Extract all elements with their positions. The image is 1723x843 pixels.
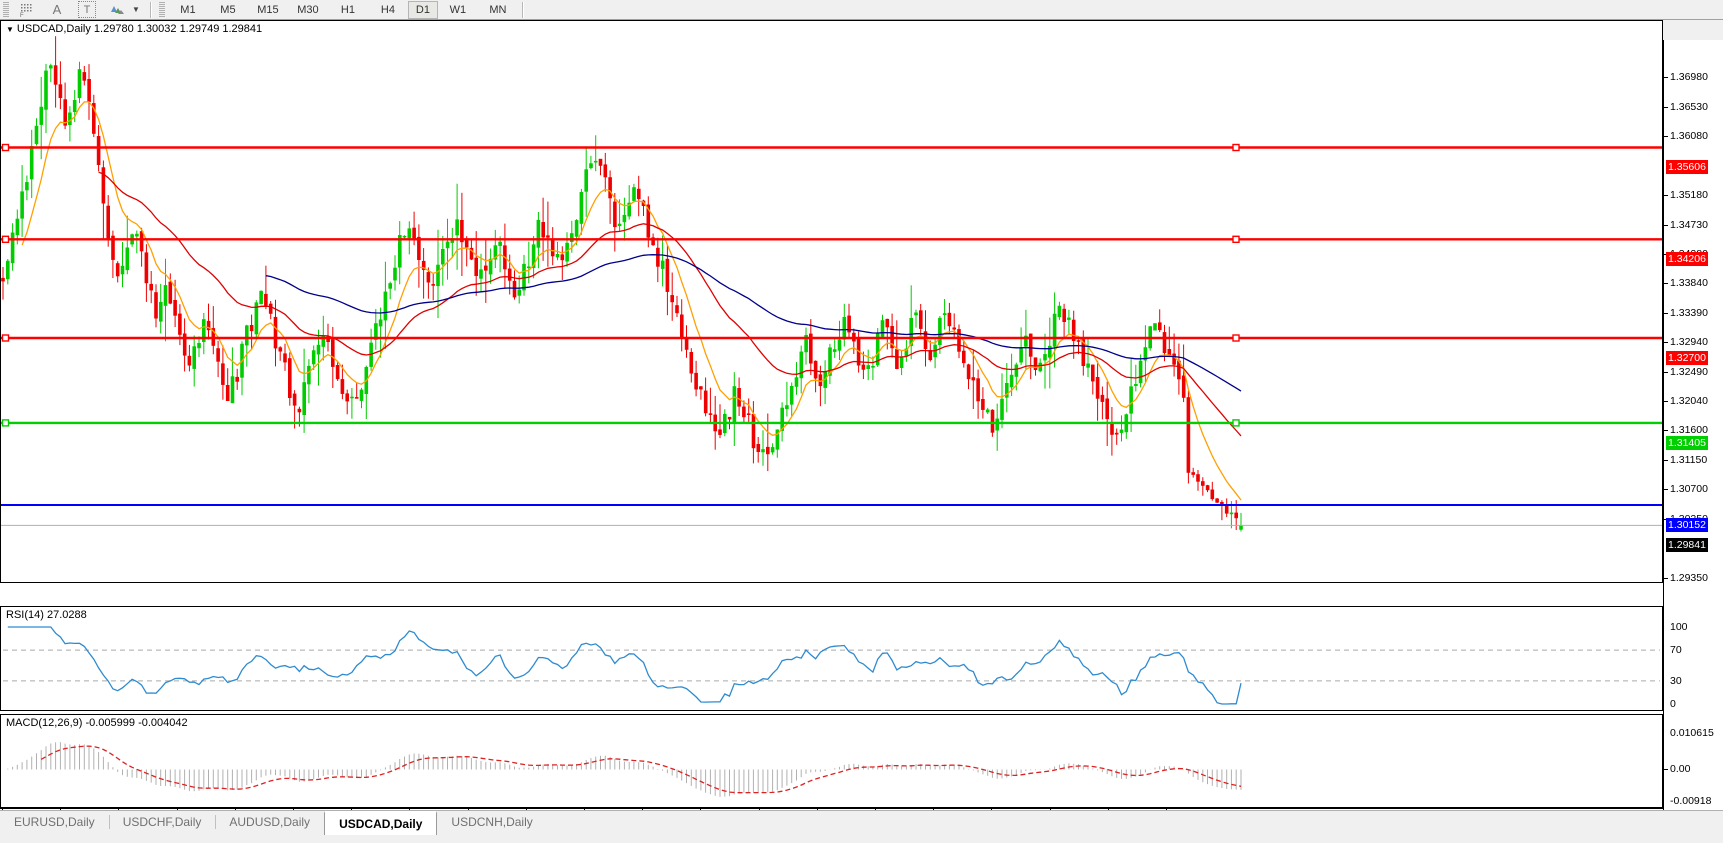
price-tick — [1664, 371, 1668, 373]
timeframe-m1[interactable]: M1 — [180, 3, 196, 16]
macd-label: MACD(12,26,9) -0.005999 -0.004042 — [6, 717, 188, 729]
price-badge-resistance-1[interactable]: 1.35606 — [1666, 160, 1708, 175]
price-badge-bid-line[interactable]: 1.30152 — [1666, 518, 1708, 533]
indicators-icon[interactable] — [102, 0, 132, 19]
price-tick-label: 1.31600 — [1670, 424, 1708, 437]
timeframe-m15[interactable]: M15 — [257, 3, 279, 16]
symbol-header: ▼ USDCAD,Daily 1.29780 1.30032 1.29749 1.… — [6, 23, 262, 35]
toolbar-separator — [149, 1, 152, 18]
price-tick-label: 1.31150 — [1670, 453, 1708, 466]
macd-chart-canvas[interactable] — [1, 715, 1662, 807]
price-tick-label: 1.32040 — [1670, 395, 1708, 408]
price-badge-last-price[interactable]: 1.29841 — [1666, 538, 1708, 553]
crosshair-icon[interactable]: F — [12, 0, 42, 19]
price-tick — [1664, 106, 1668, 108]
macd-tick-label: 0.00 — [1670, 763, 1691, 776]
price-tick — [1664, 430, 1668, 432]
timeframe-mn[interactable]: MN — [489, 3, 507, 16]
collapse-icon[interactable]: ▼ — [6, 25, 14, 34]
rsi-pane[interactable]: RSI(14) 27.0288 — [0, 606, 1663, 711]
price-tick-label: 1.29350 — [1670, 571, 1708, 584]
price-tick — [1664, 489, 1668, 491]
macd-pane[interactable]: MACD(12,26,9) -0.005999 -0.004042 — [0, 714, 1663, 808]
price-tick-label: 1.35180 — [1670, 189, 1708, 202]
symbol-ohlc-text: USDCAD,Daily 1.29780 1.30032 1.29749 1.2… — [16, 23, 263, 35]
text-object-icon[interactable]: T — [78, 1, 96, 18]
rsi-label: RSI(14) 27.0288 — [6, 609, 87, 621]
macd-tick-label: -0.00918 — [1670, 795, 1712, 807]
price-tick — [1664, 401, 1668, 403]
tab-eurusd-daily[interactable]: EURUSD,Daily — [14, 815, 95, 829]
timeframe-w1[interactable]: W1 — [449, 3, 467, 16]
price-tick — [1664, 577, 1668, 579]
svg-text:F: F — [20, 13, 24, 17]
price-tick — [1664, 459, 1668, 461]
price-tick-label: 1.34730 — [1670, 218, 1708, 231]
text-label-icon[interactable]: A — [52, 2, 62, 17]
price-tick — [1664, 136, 1668, 138]
timeframe-h1[interactable]: H1 — [340, 3, 355, 16]
timeframe-grip[interactable] — [158, 1, 165, 18]
price-tick — [1664, 342, 1668, 344]
price-tick — [1664, 224, 1668, 226]
axis-corner — [1663, 20, 1723, 40]
price-tick — [1664, 283, 1668, 285]
timeframe-m5[interactable]: M5 — [220, 3, 236, 16]
price-tick — [1664, 195, 1668, 197]
tab-usdcnh-daily[interactable]: USDCNH,Daily — [451, 815, 533, 829]
rsi-tick-label: 30 — [1670, 674, 1682, 687]
price-chart-canvas[interactable] — [1, 21, 1662, 582]
main-toolbar: F A T ▼ M1 M5 M15 M30 H1 H4 D1 W1 MN — [0, 0, 1723, 20]
price-tick-label: 1.33840 — [1670, 277, 1708, 290]
chart-area[interactable]: ▼ USDCAD,Daily 1.29780 1.30032 1.29749 1.… — [0, 20, 1723, 823]
price-pane[interactable]: ▼ USDCAD,Daily 1.29780 1.30032 1.29749 1.… — [0, 20, 1663, 583]
price-tick-label: 1.32940 — [1670, 336, 1708, 349]
rsi-chart-canvas[interactable] — [1, 607, 1662, 710]
price-tick-label: 1.36530 — [1670, 100, 1708, 113]
tab-audusd-daily[interactable]: AUDUSD,Daily — [215, 811, 324, 833]
price-tick-label: 1.30700 — [1670, 483, 1708, 496]
macd-tick-label: 0.010615 — [1670, 727, 1714, 739]
price-tick — [1664, 312, 1668, 314]
macd-tick — [1664, 769, 1668, 771]
rsi-tick-label: 0 — [1670, 698, 1676, 710]
price-badge-resistance-2[interactable]: 1.34206 — [1666, 252, 1708, 267]
price-tick — [1664, 77, 1668, 79]
price-badge-resistance-3[interactable]: 1.32700 — [1666, 351, 1708, 365]
chart-tabbar[interactable]: EURUSD,Daily USDCHF,Daily AUDUSD,Daily U… — [0, 810, 1723, 843]
timeframe-d1[interactable]: D1 — [407, 0, 438, 19]
price-badge-support-1[interactable]: 1.31405 — [1666, 435, 1708, 450]
timeframe-m30[interactable]: M30 — [297, 3, 319, 16]
rsi-tick-label: 100 — [1670, 621, 1688, 633]
rsi-tick-label: 70 — [1670, 644, 1682, 657]
price-axis[interactable]: 1.36980 1.36530 1.36080 1.35180 1.34730 1.342… — [1663, 20, 1723, 820]
price-tick-label: 1.36080 — [1670, 130, 1708, 143]
price-tick-label: 1.36980 — [1670, 71, 1708, 84]
toolbar-grip[interactable] — [3, 1, 9, 18]
price-tick-label: 1.33390 — [1670, 306, 1708, 319]
price-tick-label: 1.32490 — [1670, 365, 1708, 378]
tab-usdcad-daily[interactable]: USDCAD,Daily — [324, 811, 438, 835]
toolbar-separator-2 — [521, 1, 524, 18]
indicators-dropdown-icon[interactable]: ▼ — [132, 5, 140, 14]
tab-usdchf-daily[interactable]: USDCHF,Daily — [108, 811, 216, 833]
timeframe-h4[interactable]: H4 — [380, 3, 395, 16]
